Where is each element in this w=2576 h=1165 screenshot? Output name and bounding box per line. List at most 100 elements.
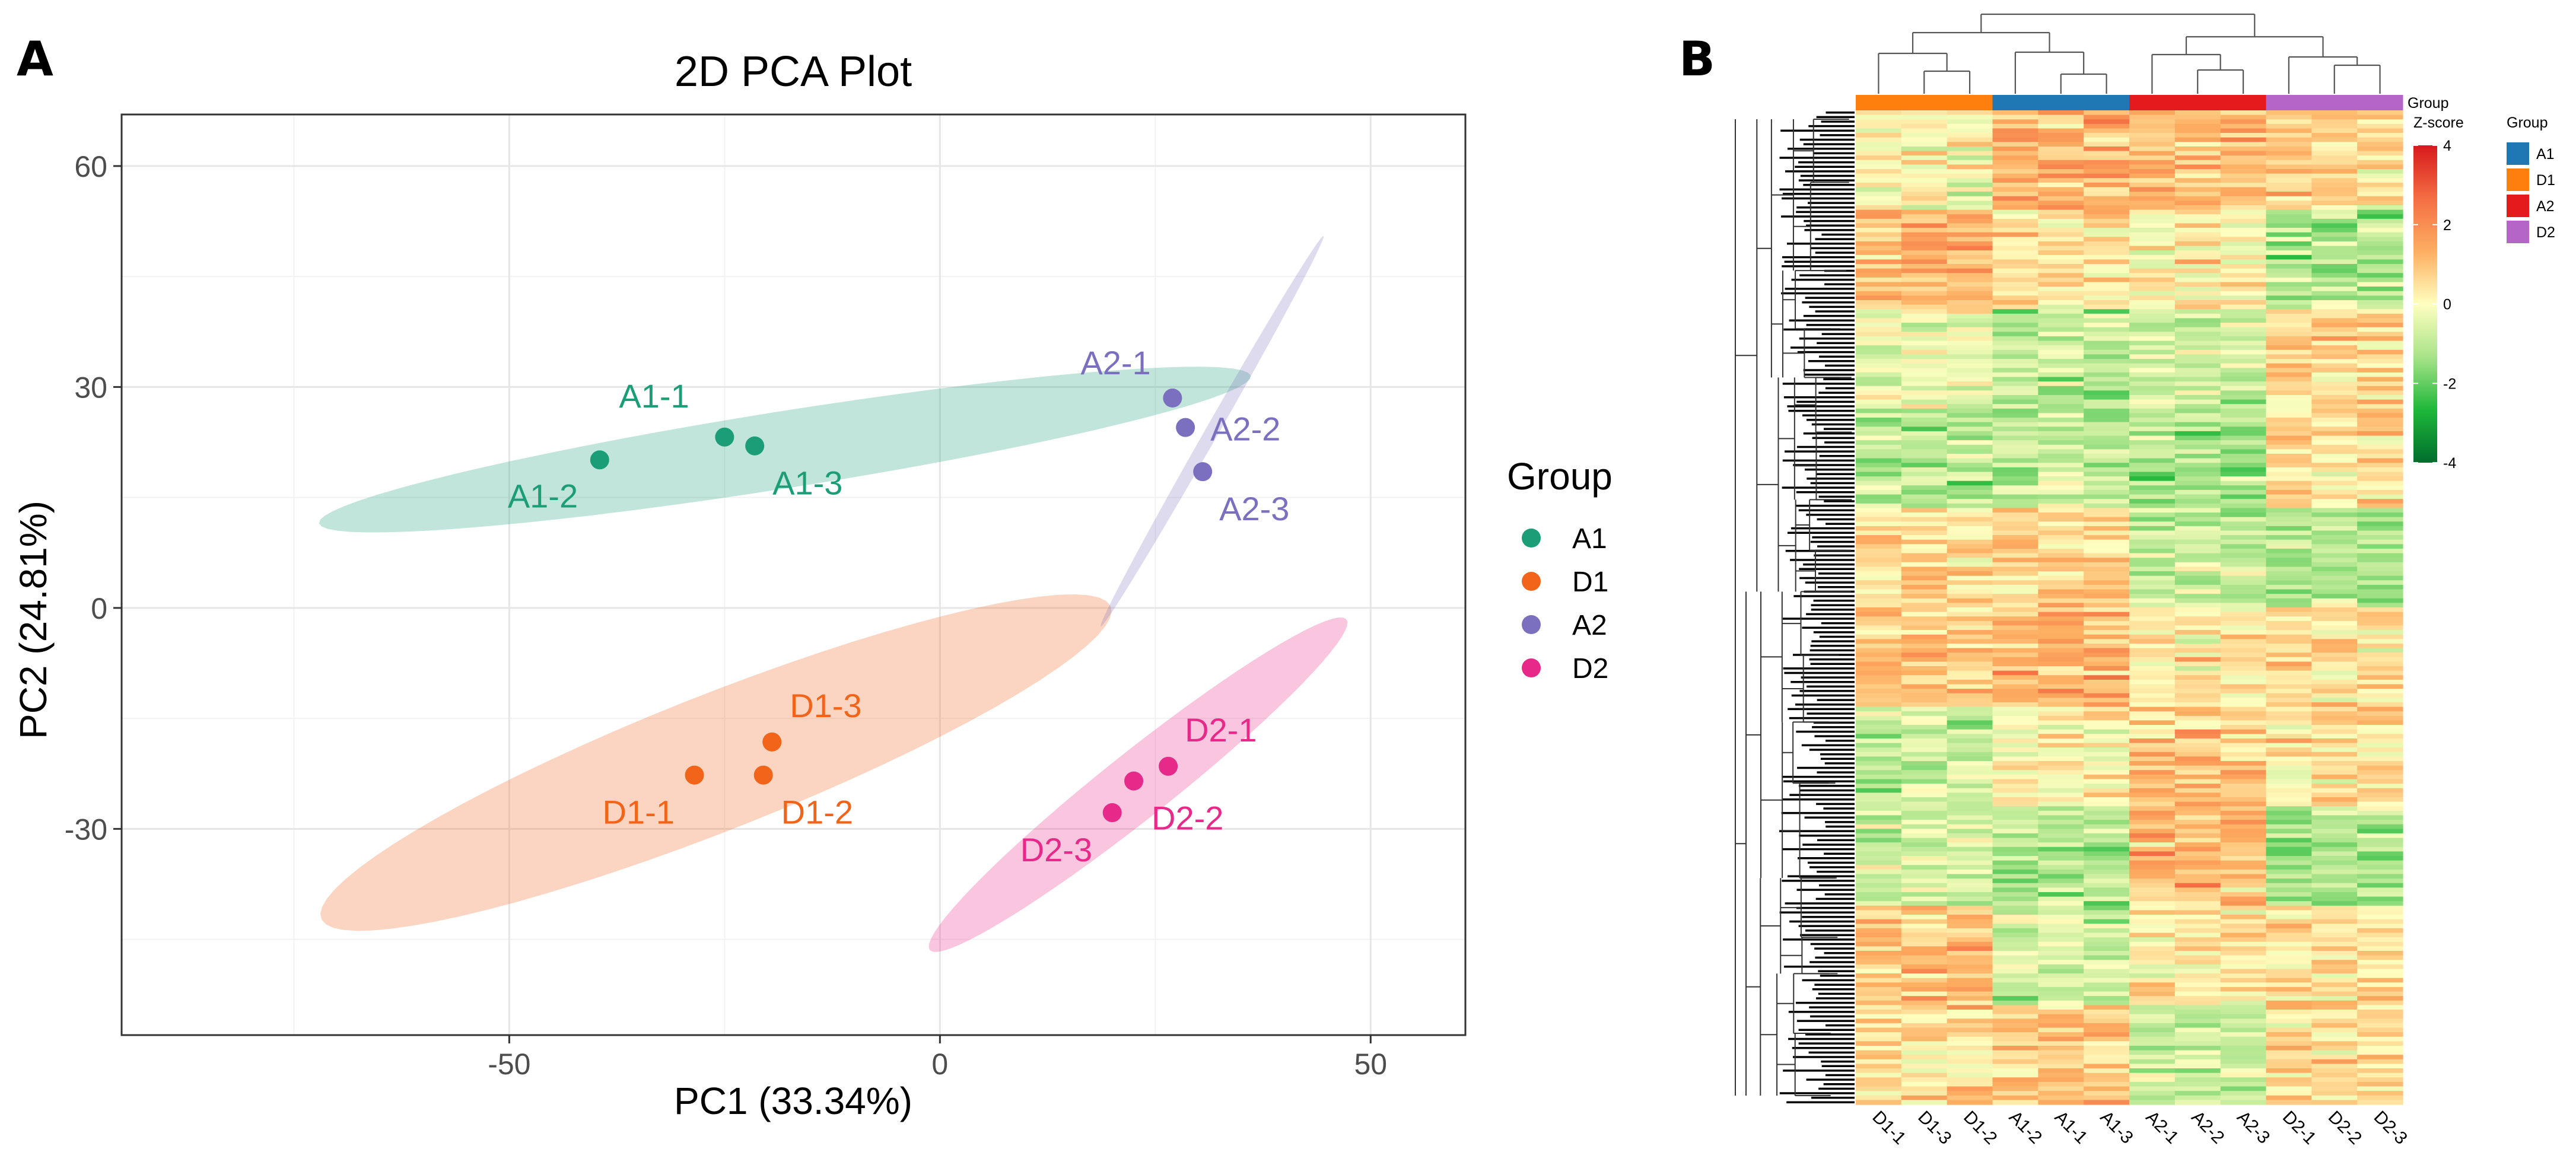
heatmap-cell — [1856, 720, 1902, 725]
heatmap-cell — [2220, 869, 2267, 875]
heatmap-cell — [2220, 670, 2267, 676]
heatmap-cell — [2129, 476, 2176, 482]
heatmap-cell — [2357, 250, 2403, 256]
heatmap-cell — [2129, 494, 2176, 499]
heatmap-cell — [1901, 603, 1948, 608]
heatmap-cell — [2038, 467, 2084, 473]
heatmap-cell — [2129, 259, 2176, 265]
heatmap-cell — [2129, 440, 2176, 445]
heatmap-cell — [2220, 648, 2267, 653]
heatmap-cell — [1947, 788, 1993, 793]
heatmap-cell — [2129, 915, 2176, 920]
heatmap-cell — [2311, 530, 2358, 536]
heatmap-cell — [2084, 915, 2130, 920]
heatmap-cell — [2357, 413, 2403, 418]
heatmap-cell — [2266, 363, 2312, 368]
heatmap-cell — [2084, 142, 2130, 147]
heatmap-cell — [2266, 1050, 2312, 1055]
heatmap-cell — [2311, 702, 2358, 708]
heatmap-cell — [2038, 273, 2084, 278]
heatmap-legend-label-d2: D2 — [2536, 224, 2555, 241]
heatmap-cell — [2038, 453, 2084, 459]
heatmap-cell — [2174, 318, 2221, 323]
heatmap-cell — [2220, 734, 2267, 739]
heatmap-cell — [2174, 1005, 2221, 1010]
heatmap-cell — [2311, 246, 2358, 251]
heatmap-cell — [2129, 887, 2176, 893]
heatmap-cell — [2311, 435, 2358, 441]
heatmap-cell — [2084, 643, 2130, 649]
heatmap-cell — [2220, 1072, 2267, 1078]
heatmap-cell — [2220, 1059, 2267, 1065]
heatmap-cell — [2357, 915, 2403, 920]
heatmap-cell — [2038, 1036, 2084, 1042]
heatmap-cell — [1992, 277, 2038, 283]
heatmap-cell — [1947, 526, 1993, 531]
heatmap-cell — [2038, 426, 2084, 432]
heatmap-cell — [2266, 698, 2312, 703]
heatmap-cell — [1856, 878, 1902, 884]
heatmap-cell — [2357, 720, 2403, 725]
heatmap-cell — [1901, 209, 1948, 215]
heatmap-cell — [2129, 390, 2176, 396]
heatmap-cell — [2129, 648, 2176, 653]
heatmap-cell — [2084, 620, 2130, 626]
heatmap-cell — [2311, 394, 2358, 400]
heatmap-cell — [1856, 584, 1902, 590]
heatmap-cell — [1947, 639, 1993, 644]
heatmap-cell — [2084, 300, 2130, 305]
heatmap-cell — [1947, 458, 1993, 463]
heatmap-cell — [2266, 214, 2312, 219]
heatmap-cell — [1901, 332, 1948, 337]
heatmap-cell — [2311, 991, 2358, 997]
heatmap-cell — [1901, 390, 1948, 396]
heatmap-cell — [2220, 1055, 2267, 1060]
heatmap-cell — [2357, 657, 2403, 663]
heatmap-cell — [1901, 982, 1948, 988]
heatmap-cell — [2266, 182, 2312, 188]
heatmap-cell — [2266, 924, 2312, 929]
heatmap-cell — [2174, 747, 2221, 753]
heatmap-cell — [2266, 123, 2312, 129]
heatmap-cell — [1947, 824, 1993, 829]
heatmap-cell — [1901, 788, 1948, 793]
heatmap-cell — [1901, 259, 1948, 265]
heatmap-cell — [2084, 810, 2130, 816]
heatmap-cell — [2084, 449, 2130, 454]
heatmap-cell — [1992, 246, 2038, 251]
heatmap-cell — [2174, 824, 2221, 829]
heatmap-cell — [1947, 413, 1993, 418]
heatmap-cell — [2220, 232, 2267, 237]
heatmap-cell — [1947, 372, 1993, 378]
heatmap-cell — [2038, 517, 2084, 522]
heatmap-cell — [1947, 986, 1993, 992]
heatmap-cell — [1856, 390, 1902, 396]
heatmap-cell — [2357, 684, 2403, 689]
heatmap-cell — [2174, 413, 2221, 418]
heatmap-cell — [1992, 612, 2038, 617]
heatmap-cell — [2084, 535, 2130, 540]
heatmap-cell — [2357, 869, 2403, 875]
heatmap-cell — [2174, 928, 2221, 934]
heatmap-cell — [2311, 160, 2358, 165]
heatmap-cell — [1856, 765, 1902, 771]
heatmap-cell — [1856, 901, 1902, 906]
heatmap-cell — [2174, 363, 2221, 368]
heatmap-cell — [2174, 620, 2221, 626]
heatmap-cell — [2220, 725, 2267, 730]
heatmap-cell — [1901, 1091, 1948, 1096]
heatmap-cell — [1992, 765, 2038, 771]
heatmap-cell — [1992, 743, 2038, 748]
heatmap-cell — [2174, 503, 2221, 508]
heatmap-cell — [2311, 431, 2358, 437]
heatmap-cell — [1856, 824, 1902, 829]
heatmap-cell — [1947, 390, 1993, 396]
heatmap-cell — [2174, 937, 2221, 943]
heatmap-cell — [1992, 489, 2038, 495]
heatmap-cell — [2311, 472, 2358, 477]
heatmap-cell — [1947, 268, 1993, 273]
heatmap-cell — [1947, 702, 1993, 708]
heatmap-cell — [1856, 761, 1902, 766]
heatmap-cell — [2174, 670, 2221, 676]
heatmap-cell — [2311, 652, 2358, 658]
